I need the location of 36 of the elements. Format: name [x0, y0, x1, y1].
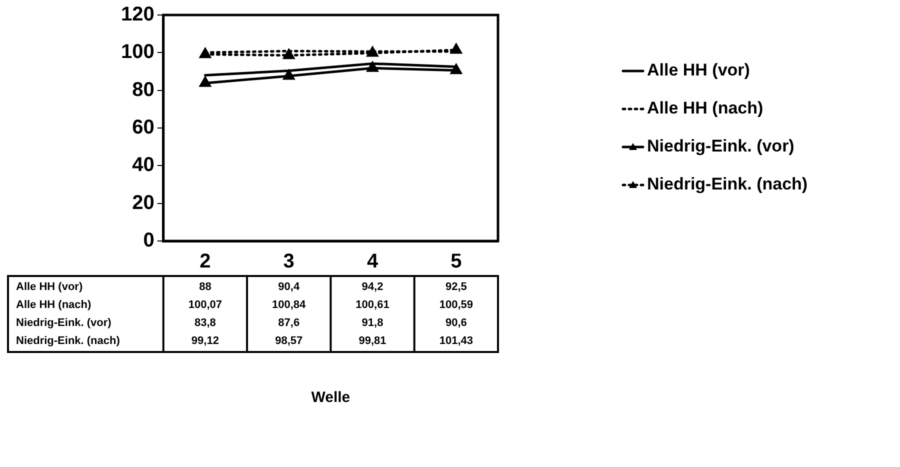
data-label: 83,8 [194, 317, 216, 330]
legend-label: Alle HH (vor) [647, 60, 750, 80]
x-tick-label: 4 [366, 250, 379, 273]
x-tick-label: 3 [283, 250, 294, 273]
data-label: 99,81 [358, 335, 386, 348]
data-label: 100,07 [188, 299, 222, 312]
data-label: 92,5 [445, 281, 467, 294]
legend-label: Alle HH (nach) [647, 98, 764, 118]
data-label: 88 [199, 281, 212, 294]
data-label: 90,6 [445, 317, 467, 330]
y-tick-label: 40 [132, 154, 154, 176]
text: Alle HH (nach) [16, 299, 92, 312]
legend-label: Niedrig-Eink. (vor) [647, 136, 794, 156]
x-tick-label: 2 [200, 250, 211, 273]
y-tick-label: 80 [132, 78, 154, 101]
y-tick-label: 100 [120, 41, 154, 64]
data-label: 100,84 [272, 299, 307, 312]
text: Welle [311, 389, 350, 406]
data-label: 91,8 [362, 317, 384, 330]
data-label: 100,61 [356, 299, 390, 312]
text: Niedrig-Eink. (nach) [16, 335, 120, 348]
data-label: 101,43 [439, 335, 473, 348]
data-label: 87,6 [278, 317, 300, 330]
x-tick-label: 5 [450, 250, 462, 273]
y-tick-label: 60 [132, 116, 154, 139]
data-label: 94,2 [362, 281, 384, 294]
data-label: 98,57 [275, 335, 303, 348]
data-label: 99,12 [191, 335, 219, 348]
y-tick-label: 120 [120, 4, 154, 26]
text: Niedrig-Eink. (vor) [16, 317, 112, 330]
data-label: 90,4 [278, 281, 300, 294]
y-tick-label: 20 [132, 192, 154, 214]
text: Alle HH (vor) [16, 281, 83, 294]
legend-label: Niedrig-Eink. (nach) [647, 174, 808, 194]
data-label: 100,59 [439, 299, 473, 312]
y-tick-label: 0 [143, 230, 154, 252]
